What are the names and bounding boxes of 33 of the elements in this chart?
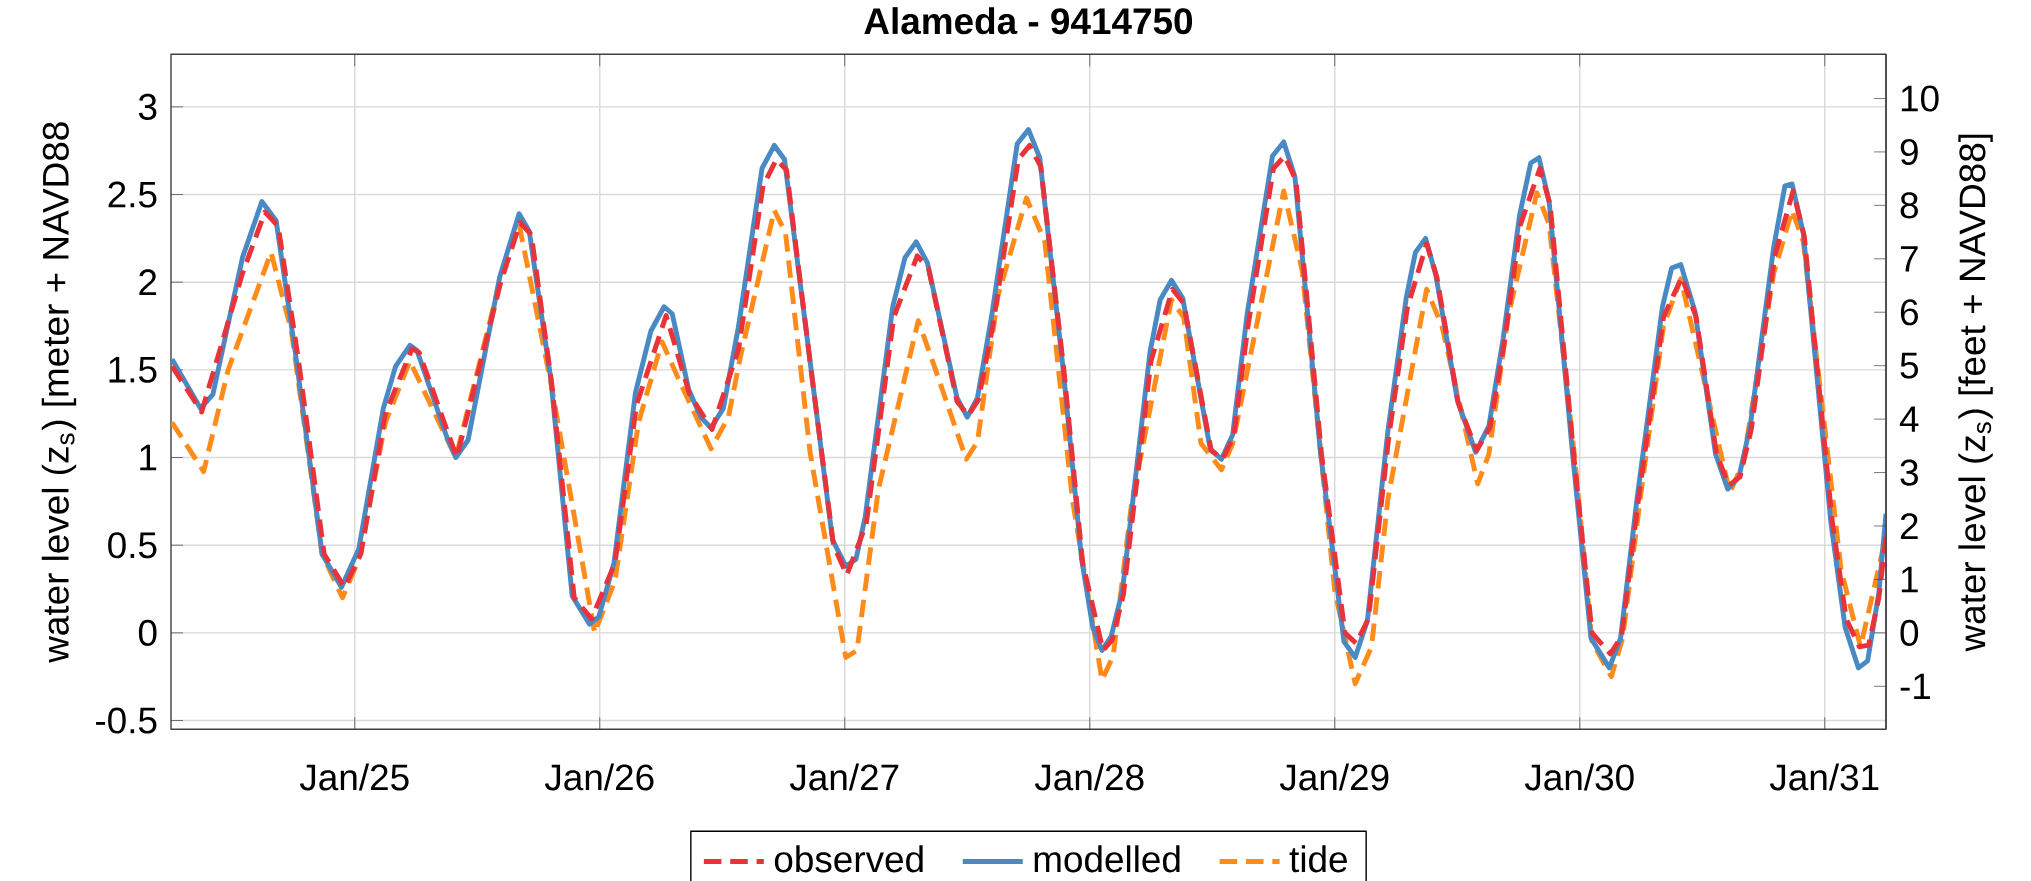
y2-axis-title: water level (z$_{s}$) [feet + NAVD88]: [1958, 134, 1993, 652]
y2-tick-label: 4: [1899, 406, 1919, 432]
x-tick-label: Jan/28: [1034, 763, 1144, 791]
y2-tick-label: -1: [1900, 673, 1931, 700]
y-tick-label: 0: [138, 619, 157, 646]
y-tick-label: 3: [138, 93, 157, 120]
y-tick-label: 1: [140, 444, 157, 471]
y2-tick-label: 0: [1900, 619, 1919, 646]
y2-tick-label: 2: [1900, 513, 1918, 539]
y2-tick-label: 3: [1900, 459, 1918, 486]
y2-tick-label: 7: [1900, 246, 1918, 272]
y2-tick-label: 6: [1900, 299, 1918, 326]
y-tick-label: 2.5: [108, 181, 157, 208]
x-tick-label: Jan/27: [789, 763, 899, 791]
x-tick-label: Jan/29: [1279, 763, 1389, 791]
x-tick-label: Jan/25: [299, 763, 409, 791]
y-tick-label: 0.5: [108, 532, 157, 559]
y-axis-title: water level (z$_{s}$) [meter + NAVD88: [41, 122, 77, 663]
x-tick-label: Jan/30: [1524, 763, 1634, 791]
y2-tick-label: 10: [1901, 85, 1939, 112]
legend-label: observed: [774, 845, 923, 873]
y2-tick-label: 8: [1900, 192, 1918, 219]
chart-title: Alameda - 9414750: [864, 7, 1193, 35]
y2-tick-label: 9: [1900, 138, 1918, 166]
y-tick-label: 1.5: [109, 357, 157, 383]
y2-tick-label: 5: [1900, 352, 1918, 379]
x-tick-label: Jan/26: [544, 763, 654, 791]
y2-tick-label: 1: [1901, 566, 1918, 593]
legend-label: tide: [1289, 845, 1347, 873]
y-tick-label: -0.5: [96, 707, 157, 734]
y-tick-label: 2: [139, 269, 157, 296]
legend-label: modelled: [1034, 845, 1180, 873]
x-tick-label: Jan/31: [1769, 763, 1879, 791]
